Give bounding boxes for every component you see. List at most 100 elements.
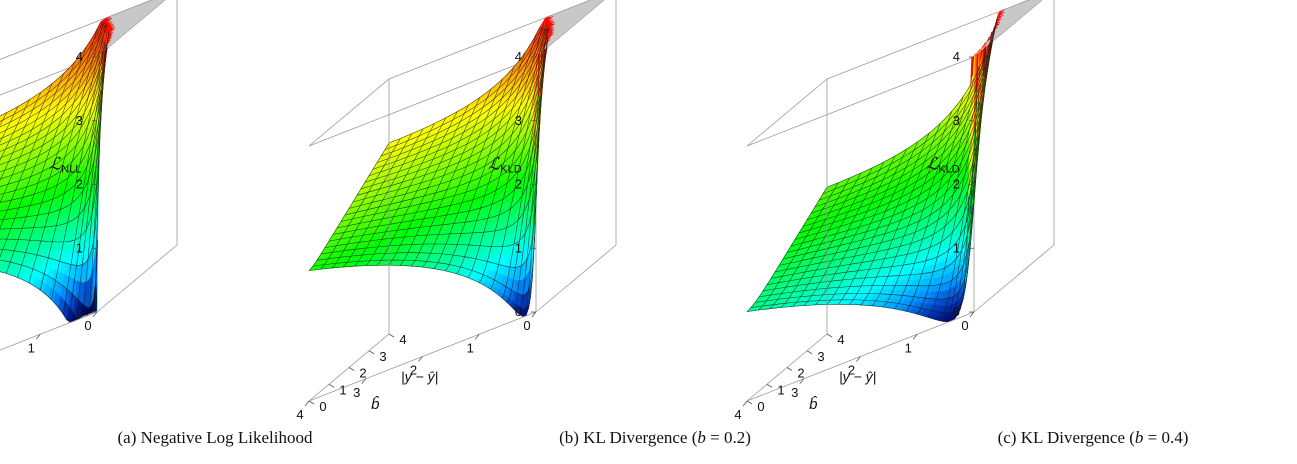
box-edge [535, 244, 617, 313]
box-edge [96, 0, 166, 58]
y-tick-label: 2 [359, 366, 366, 381]
surface-patch [0, 206, 2, 210]
surface-patch [0, 184, 5, 191]
front-edges [0, 0, 178, 351]
mesh-line-err [380, 27, 544, 157]
mesh-line-err [344, 54, 547, 216]
z-tick-label: 2 [76, 177, 83, 192]
box-edge [0, 0, 153, 60]
surface-patch [0, 214, 5, 221]
mesh-line-bhat [467, 22, 545, 278]
surface-patch [0, 228, 6, 235]
mesh-line-err [340, 56, 546, 222]
mesh-line-bhat [0, 99, 30, 161]
z-tick-label: 2 [515, 177, 522, 192]
mesh-line-err [372, 28, 547, 170]
z-tick-label: 1 [76, 240, 83, 255]
z-tick-label: 0 [76, 304, 83, 319]
x-tick-label: 0 [84, 318, 91, 333]
x-tick-mark [361, 378, 367, 384]
box-edge [746, 56, 975, 147]
surface-plot-0: 012340123401234ℒNLLb̂|y − ŷ| [0, 0, 178, 355]
mesh-line-err [384, 27, 543, 150]
mesh-lines [0, 21, 110, 324]
mesh-line-err [0, 44, 107, 166]
x-tick-label: 2 [410, 363, 417, 378]
mesh-line-bhat [501, 36, 549, 298]
mesh-line-err [0, 22, 105, 128]
y-tick-label: 4 [399, 332, 406, 347]
box-edge [0, 311, 98, 351]
mesh-line-err [356, 49, 546, 196]
x-tick-mark [35, 334, 41, 340]
mesh-line-err [320, 96, 541, 255]
mesh-lines [746, 17, 998, 322]
x-tick-label: 1 [28, 340, 35, 355]
surface-patch [0, 259, 7, 268]
y-tick-mark [388, 333, 395, 338]
mesh-line-err [364, 28, 549, 183]
mesh-lines [308, 22, 550, 317]
surface-patch [0, 129, 7, 137]
z-tick-label: 1 [515, 240, 522, 255]
y-tick-label: 0 [319, 399, 326, 414]
y-tick-mark [328, 383, 335, 388]
y-tick-mark [308, 400, 315, 405]
mesh-line-err [0, 140, 100, 266]
x-tick-label: 3 [353, 385, 360, 400]
mesh-line-err [312, 235, 535, 296]
mesh-line-err [0, 42, 106, 159]
mesh-line-err [0, 57, 106, 212]
z-axis-label-sub: KLD [500, 163, 521, 175]
surface-patch [0, 155, 6, 162]
x-tick-mark [474, 334, 480, 340]
surface-patch [94, 277, 98, 313]
surface-patch [0, 233, 4, 240]
x-tick-label: 0 [523, 318, 530, 333]
mesh-line-err [328, 68, 544, 242]
mesh-line-err [0, 47, 107, 180]
mesh-line-bhat [62, 31, 110, 314]
mesh-line-err [308, 264, 531, 317]
mesh-line-err [0, 95, 102, 243]
y-axis-label: |y − ŷ| [401, 369, 438, 385]
surface-patch [0, 121, 5, 128]
x-axis-label: b̂ [371, 395, 380, 412]
mesh-line-err [376, 28, 546, 163]
mesh-line-bhat [28, 24, 104, 283]
mesh-line-err [348, 52, 546, 209]
mesh-line-bhat [40, 24, 107, 291]
x-tick-label: 4 [296, 407, 303, 422]
surface-patch [0, 196, 6, 203]
y-tick-label: 1 [339, 382, 346, 397]
surface-mesh [308, 0, 604, 318]
box-edge [308, 56, 537, 147]
mesh-line-err [368, 28, 548, 176]
mesh-line-err [332, 62, 545, 235]
mesh-line-err [336, 58, 546, 229]
surface-patch [0, 238, 2, 243]
mesh-line-err [360, 28, 550, 190]
surface-patch [0, 159, 4, 166]
y-tick-mark [368, 350, 375, 355]
surface-patch [0, 180, 7, 187]
box-edge [388, 0, 592, 80]
z-tick-label: 3 [515, 113, 522, 128]
mesh-line-err [0, 45, 107, 173]
surface-patch [0, 209, 7, 216]
box-edge [96, 244, 178, 313]
surface-patch [0, 133, 5, 140]
x-tick-mark [531, 311, 537, 318]
mesh-line-err [324, 78, 543, 248]
mesh-line-err [352, 50, 546, 203]
surface-patch [0, 201, 4, 208]
mesh-line-err [0, 22, 104, 122]
surface-patch [0, 137, 3, 143]
z-tick-label: 3 [76, 113, 83, 128]
surface-patch [0, 219, 3, 225]
mesh-line-err [0, 24, 108, 140]
